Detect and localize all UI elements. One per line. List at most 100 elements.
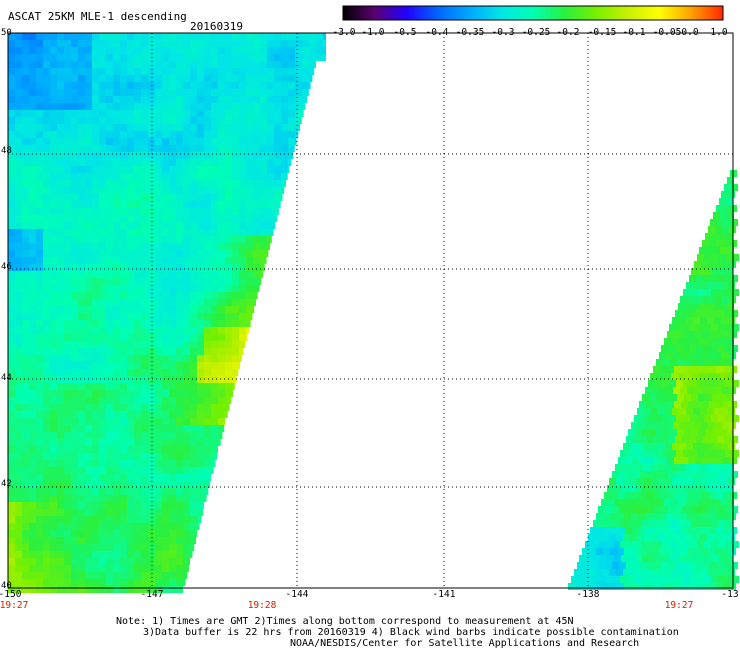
- swath-cell: [190, 54, 197, 61]
- swath-cell: [232, 61, 239, 68]
- swath-cell: [8, 572, 15, 579]
- swath-cell: [211, 264, 218, 271]
- swath-cell: [663, 520, 670, 527]
- swath-cell: [99, 103, 106, 110]
- swath-cell: [609, 478, 616, 485]
- swath-cell: [50, 166, 57, 173]
- swath-cell: [78, 292, 85, 299]
- swath-cell: [36, 509, 43, 516]
- lon-label: -144: [285, 589, 309, 600]
- swath-cell: [99, 313, 106, 320]
- swath-cell: [127, 278, 134, 285]
- swath-cell: [176, 502, 183, 509]
- swath-cell: [127, 215, 134, 222]
- swath-cell: [707, 317, 714, 324]
- swath-cell: [712, 233, 719, 240]
- swath-cell: [36, 187, 43, 194]
- swath-cell: [29, 208, 36, 215]
- swath-cell: [43, 313, 50, 320]
- swath-cell: [29, 215, 36, 222]
- swath-cell: [309, 61, 316, 68]
- swath-cell: [246, 131, 253, 138]
- swath-cell: [15, 243, 22, 250]
- swath-cell: [57, 383, 64, 390]
- swath-cell: [708, 226, 715, 233]
- swath-cell: [693, 569, 700, 576]
- swath-cell: [71, 292, 78, 299]
- swath-cell: [85, 103, 92, 110]
- swath-cell: [141, 201, 148, 208]
- swath-cell: [29, 110, 36, 117]
- swath-cell: [29, 187, 36, 194]
- swath-cell: [239, 187, 246, 194]
- swath-cell: [85, 390, 92, 397]
- swath-cell: [50, 257, 57, 264]
- colorbar-label: -0.15: [587, 27, 617, 38]
- swath-cell: [731, 471, 738, 478]
- swath-cell: [113, 467, 120, 474]
- lon-label: -141: [432, 589, 456, 600]
- swath-cell: [598, 506, 605, 513]
- swath-cell: [232, 194, 239, 201]
- swath-cell: [43, 271, 50, 278]
- swath-cell: [700, 317, 707, 324]
- swath-cell: [169, 187, 176, 194]
- swath-cell: [162, 516, 169, 523]
- swath-cell: [127, 355, 134, 362]
- swath-cell: [92, 523, 99, 530]
- swath-cell: [36, 327, 43, 334]
- swath-cell: [50, 313, 57, 320]
- swath-cell: [78, 285, 85, 292]
- swath-cell: [274, 145, 281, 152]
- swath-cell: [99, 481, 106, 488]
- swath-cell: [134, 544, 141, 551]
- swath-cell: [15, 68, 22, 75]
- swath-cell: [288, 145, 295, 152]
- swath-cell: [162, 334, 169, 341]
- swath-cell: [64, 47, 71, 54]
- swath-cell: [721, 282, 728, 289]
- swath-cell: [246, 320, 251, 327]
- swath-cell: [99, 82, 106, 89]
- swath-cell: [169, 306, 176, 313]
- swath-cell: [162, 320, 169, 327]
- swath-cell: [99, 166, 106, 173]
- swath-cell: [43, 180, 50, 187]
- swath-cell: [323, 47, 326, 54]
- swath-cell: [246, 215, 253, 222]
- swath-cell: [267, 124, 274, 131]
- swath-cell: [141, 75, 148, 82]
- swath-cell: [8, 369, 15, 376]
- swath-cell: [155, 285, 162, 292]
- swath-cell: [176, 411, 183, 418]
- swath-cell: [204, 467, 211, 474]
- swath-cell: [725, 450, 732, 457]
- swath-cell: [204, 264, 211, 271]
- swath-cell: [78, 467, 85, 474]
- swath-cell: [64, 285, 71, 292]
- swath-cell: [71, 432, 78, 439]
- swath-cell: [85, 222, 92, 229]
- swath-cell: [127, 180, 134, 187]
- swath-cell: [8, 502, 15, 509]
- swath-cell: [724, 219, 731, 226]
- swath-cell: [8, 33, 15, 40]
- swath-cell: [671, 499, 678, 506]
- swath-cell: [57, 565, 64, 572]
- swath-cell: [155, 572, 162, 579]
- swath-cell: [721, 534, 728, 541]
- swath-cell: [302, 47, 309, 54]
- swath-cell: [190, 61, 197, 68]
- swath-cell: [22, 488, 29, 495]
- swath-cell: [197, 439, 204, 446]
- swath-cell: [127, 264, 134, 271]
- swath-cell: [667, 527, 674, 534]
- swath-cell: [78, 229, 85, 236]
- swath-cell: [190, 257, 197, 264]
- swath-cell: [169, 544, 176, 551]
- swath-cell: [204, 474, 211, 481]
- swath-cell: [604, 527, 611, 534]
- swath-cell: [8, 117, 15, 124]
- swath-cell: [50, 516, 57, 523]
- swath-cell: [57, 397, 64, 404]
